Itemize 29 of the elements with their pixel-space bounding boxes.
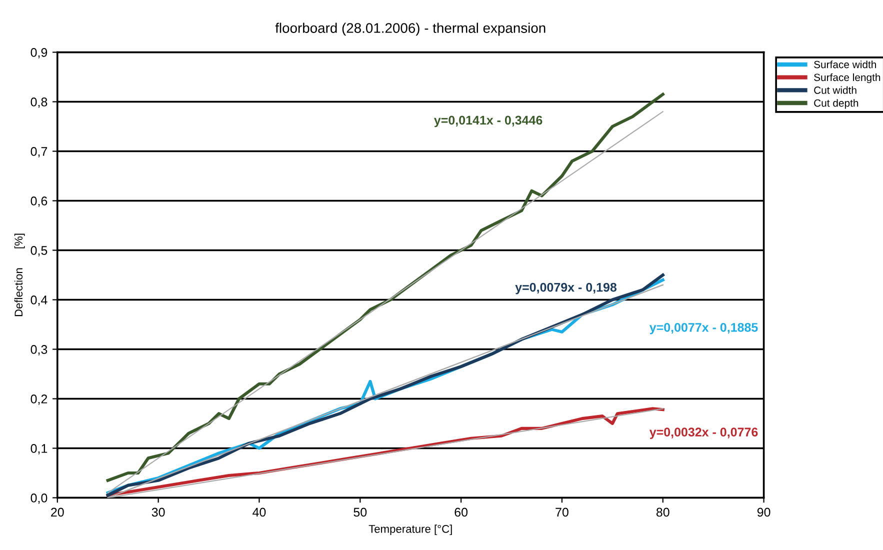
y-tick-label: 0,6 (30, 196, 48, 207)
y-tick-label: 0,3 (30, 345, 48, 356)
annotation: y=0,0032x - 0,0776 (649, 428, 758, 439)
legend-label: Surface length (814, 73, 880, 84)
x-tick-label: 70 (556, 508, 568, 517)
x-tick-label: 30 (152, 508, 165, 517)
x-tick-label: 80 (656, 508, 670, 517)
x-tick-label: 90 (757, 508, 770, 517)
legend-label: Surface width (814, 60, 876, 68)
chart-title: floorboard (28.01.2006) - thermal expansion (275, 22, 546, 36)
y-tick-label: 0,2 (30, 394, 48, 405)
y-tick-label: 0,4 (30, 296, 48, 306)
x-tick-label: 60 (454, 508, 468, 517)
annotation: y=0,0077x - 0,1885 (649, 322, 758, 334)
legend-label: Cut width (814, 86, 856, 94)
x-tick-label: 50 (354, 508, 367, 517)
y-tick-label: 0,9 (30, 48, 48, 58)
x-axis-title: Temperature [°C] (368, 524, 452, 536)
annotation: y=0,0079x - 0,198 (515, 282, 617, 294)
x-tick-label: 20 (51, 508, 64, 517)
y-tick-label: 0,7 (30, 147, 48, 158)
y-tick-label: 0,0 (30, 494, 48, 504)
y-tick-label: 0,5 (30, 246, 48, 256)
annotation: y=0,0141x - 0,3446 (434, 116, 542, 128)
x-tick-label: 40 (252, 508, 266, 517)
y-axis-title: Deflection [%] (14, 234, 25, 316)
y-tick-label: 0,1 (30, 444, 48, 454)
y-tick-label: 0,8 (30, 98, 48, 108)
legend-label: Cut depth (814, 99, 858, 109)
